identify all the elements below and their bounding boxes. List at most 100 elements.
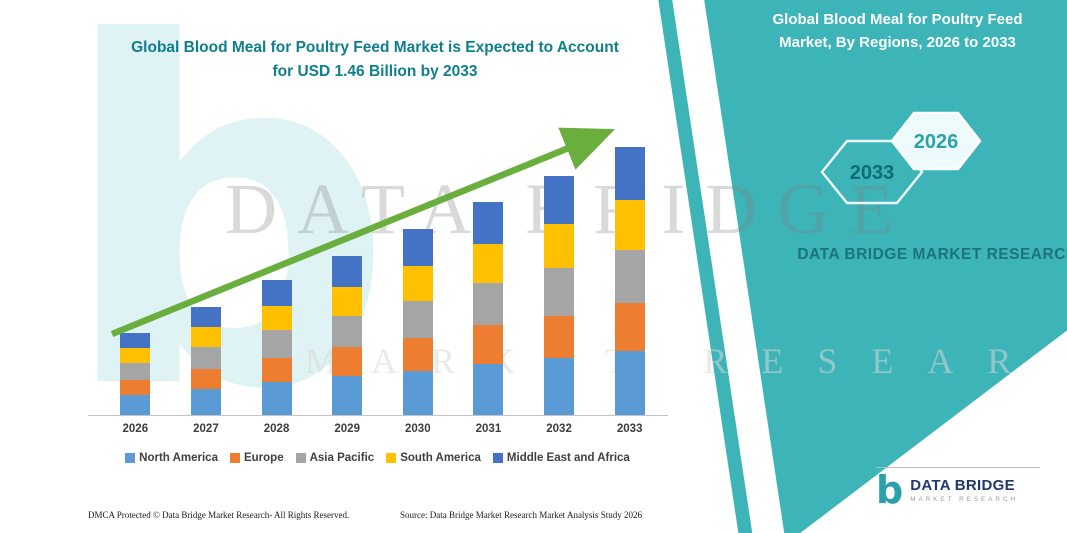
bar-column-2033 <box>594 140 665 415</box>
segment-middle-east-and-africa <box>402 229 433 266</box>
brand-logo-text: DATA BRIDGE MARKET RESEARCH <box>910 477 1018 503</box>
segment-north-america <box>261 382 292 415</box>
bar-column-2031 <box>453 140 524 415</box>
hexagon-2033-label: 2033 <box>850 162 895 184</box>
hexagon-2026-label: 2026 <box>914 131 959 153</box>
bar-column-2026 <box>100 140 171 415</box>
segment-north-america <box>190 389 221 415</box>
bar-column-2028 <box>241 140 312 415</box>
segment-middle-east-and-africa <box>261 280 292 306</box>
x-tick-2028: 2028 <box>263 423 290 435</box>
segment-south-america <box>402 266 433 301</box>
legend: North America Europe Asia Pacific South Ame… <box>80 452 675 464</box>
hexagon-2026 <box>890 111 982 171</box>
stacked-bar-2026 <box>120 333 151 415</box>
segment-middle-east-and-africa <box>544 176 575 224</box>
bar-column-2030 <box>383 140 454 415</box>
segment-middle-east-and-africa <box>473 202 504 244</box>
segment-middle-east-and-africa <box>332 256 363 287</box>
legend-label: Europe <box>243 452 284 464</box>
chart-title: Global Blood Meal for Poultry Feed Marke… <box>131 39 619 81</box>
segment-north-america <box>120 395 151 415</box>
segment-south-america <box>614 200 645 250</box>
brand-logo-name: DATA BRIDGE <box>910 477 1015 495</box>
segment-europe <box>544 316 575 358</box>
stacked-bar-2028 <box>261 280 292 415</box>
segment-south-america <box>332 287 363 316</box>
legend-swatch <box>295 453 306 463</box>
stacked-bar-2029 <box>332 256 363 415</box>
x-tick-2026: 2026 <box>122 423 149 435</box>
legend-item-north-america: North America <box>125 452 218 464</box>
x-axis-line <box>88 415 668 416</box>
trend-arrow-icon <box>110 127 616 338</box>
stacked-bar-2033 <box>614 147 645 415</box>
segment-south-america <box>120 348 151 363</box>
legend-item-europe: Europe <box>229 452 284 464</box>
segment-middle-east-and-africa <box>120 333 151 348</box>
hexagons: 2033 2026 <box>820 111 982 205</box>
legend-item-south-america: South America <box>386 452 481 464</box>
segment-north-america <box>544 358 575 415</box>
source-note: Source: Data Bridge Market Research Mark… <box>400 510 642 520</box>
legend-item-asia-pacific: Asia Pacific <box>295 452 375 464</box>
logo-separator <box>876 467 1040 468</box>
segment-europe <box>261 358 292 382</box>
segment-asia-pacific <box>190 347 221 369</box>
segment-south-america <box>544 224 575 268</box>
dmca-note: DMCA Protected © Data Bridge Market Rese… <box>88 510 350 520</box>
brand-logo-subtitle: MARKET RESEARCH <box>910 496 1019 504</box>
brand-logo-b-icon: b <box>876 468 904 512</box>
bar-column-2032 <box>524 140 595 415</box>
segment-asia-pacific <box>120 363 151 380</box>
brand-logo: b DATA BRIDGE MARKET RESEARCH <box>876 468 1018 512</box>
segment-europe <box>190 369 221 389</box>
x-tick-2032: 2032 <box>546 423 572 435</box>
hexagon-2033 <box>820 139 924 205</box>
segment-middle-east-and-africa <box>190 307 221 327</box>
segment-asia-pacific <box>473 283 504 325</box>
stacked-bar-2032 <box>544 176 575 415</box>
legend-swatch <box>125 453 136 463</box>
legend-swatch <box>492 453 503 463</box>
segment-asia-pacific <box>332 316 363 347</box>
segment-europe <box>402 338 433 371</box>
segment-asia-pacific <box>261 330 292 358</box>
segment-north-america <box>614 351 645 415</box>
segment-asia-pacific <box>402 301 433 338</box>
x-tick-2027: 2027 <box>193 423 219 435</box>
segment-middle-east-and-africa <box>614 147 645 200</box>
x-tick-2029: 2029 <box>334 423 360 435</box>
x-labels: 2026 2027 2028 2029 2030 2031 2032 2033 <box>100 423 665 435</box>
segment-europe <box>332 347 363 376</box>
stacked-bar-2030 <box>402 229 433 415</box>
segment-south-america <box>190 327 221 347</box>
bar-column-2027 <box>171 140 242 415</box>
x-tick-2030: 2030 <box>405 423 431 435</box>
legend-label: Middle East and Africa <box>506 452 630 464</box>
segment-north-america <box>402 371 433 415</box>
x-tick-2031: 2031 <box>475 423 502 435</box>
segment-europe <box>473 325 504 364</box>
segment-south-america <box>473 244 504 283</box>
bar-column-2029 <box>312 140 383 415</box>
segment-europe <box>120 380 151 395</box>
legend-swatch <box>229 453 240 463</box>
legend-label: North America <box>139 452 218 464</box>
stacked-bar-2027 <box>190 307 221 415</box>
stacked-bar-2031 <box>473 202 504 415</box>
x-tick-2033: 2033 <box>616 423 643 435</box>
panel-title: Global Blood Meal for Poultry Feed Marke… <box>772 11 1023 51</box>
segment-north-america <box>473 364 504 415</box>
segment-north-america <box>332 376 363 415</box>
segment-south-america <box>261 306 292 330</box>
segment-asia-pacific <box>614 250 645 303</box>
segment-asia-pacific <box>544 268 575 316</box>
legend-label: Asia Pacific <box>309 452 375 464</box>
bars <box>100 140 665 415</box>
legend-label: South America <box>400 452 481 464</box>
legend-item-middle-east-and-africa: Middle East and Africa <box>492 452 630 464</box>
segment-europe <box>614 303 645 351</box>
legend-swatch <box>386 453 397 463</box>
